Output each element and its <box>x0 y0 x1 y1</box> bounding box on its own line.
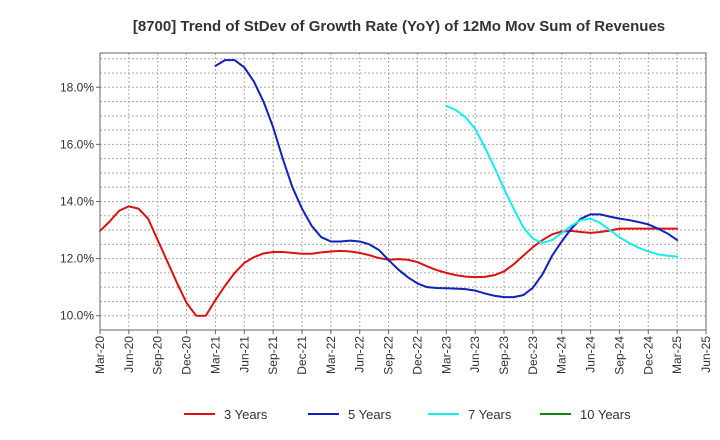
series-line-7-years <box>445 104 679 258</box>
x-tick-label: Dec-24 <box>641 336 655 375</box>
x-tick-label: Sep-23 <box>497 336 511 375</box>
x-tick-label: Dec-22 <box>410 336 424 375</box>
legend-label: 7 Years <box>468 407 512 422</box>
y-tick-label: 18.0% <box>60 80 94 94</box>
x-tick-label: Dec-23 <box>526 336 540 375</box>
x-tick-label: Sep-24 <box>612 336 626 375</box>
x-tick-label: Mar-23 <box>439 336 453 374</box>
legend-label: 3 Years <box>224 407 268 422</box>
x-tick-label: Jun-25 <box>699 336 713 373</box>
x-tick-label: Mar-25 <box>670 336 684 374</box>
y-axis: 10.0% 12.0% 14.0% 16.0% 18.0% <box>60 80 100 323</box>
legend: 3 Years 5 Years 7 Years 10 Years <box>184 407 631 422</box>
x-tick-label: Dec-21 <box>295 336 309 375</box>
x-tick-label: Sep-22 <box>382 336 396 375</box>
y-tick-label: 10.0% <box>60 309 94 323</box>
grid <box>100 53 706 330</box>
x-tick-label: Sep-21 <box>266 336 280 375</box>
x-tick-label: Dec-20 <box>180 336 194 375</box>
x-tick-label: Jun-21 <box>237 336 251 373</box>
x-tick-label: Jun-23 <box>468 336 482 373</box>
y-tick-label: 14.0% <box>60 194 94 208</box>
series-lines <box>99 59 679 317</box>
plot-area <box>99 52 707 331</box>
y-tick-label: 12.0% <box>60 252 94 266</box>
x-tick-label: Mar-20 <box>93 336 107 374</box>
legend-label: 5 Years <box>348 407 392 422</box>
x-tick-label: Jun-20 <box>122 336 136 373</box>
x-tick-label: Jun-24 <box>584 336 598 373</box>
x-tick-label: Mar-24 <box>555 336 569 374</box>
chart-title: [8700] Trend of StDev of Growth Rate (Yo… <box>133 18 665 35</box>
x-axis: Mar-20 Jun-20 Sep-20 Dec-20 Mar-21 Jun-21 Sep-… <box>93 330 713 375</box>
x-tick-label: Mar-22 <box>324 336 338 374</box>
legend-label: 10 Years <box>580 407 631 422</box>
x-tick-label: Sep-20 <box>151 336 165 375</box>
x-tick-label: Mar-21 <box>208 336 222 374</box>
x-tick-label: Jun-22 <box>353 336 367 373</box>
series-line-5-years <box>214 59 679 299</box>
y-tick-label: 16.0% <box>60 137 94 151</box>
